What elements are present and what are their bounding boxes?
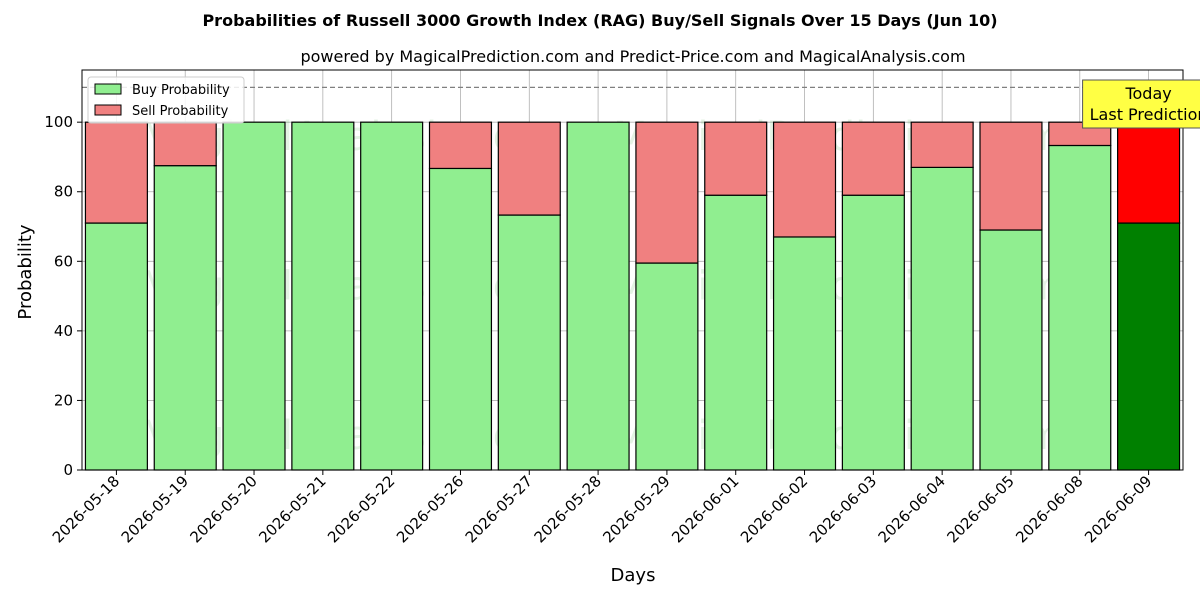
bar-buy <box>1048 144 1112 471</box>
chart-title: Probabilities of Russell 3000 Growth Ind… <box>202 11 997 30</box>
bar-sell <box>979 121 1043 231</box>
bar-buy <box>910 166 974 471</box>
chart-subtitle: powered by MagicalPrediction.com and Pre… <box>300 47 965 66</box>
x-ticks: 2026-05-182026-05-192026-05-202026-05-21… <box>49 470 1155 546</box>
y-tick-label: 0 <box>63 461 73 479</box>
x-tick-label: 2026-06-04 <box>875 472 949 546</box>
bar-buy <box>979 229 1043 471</box>
y-ticks: 0 20 40 60 80 100 <box>44 113 82 479</box>
legend-swatch <box>94 83 122 95</box>
today-annotation: Today Last Prediction <box>1082 79 1200 129</box>
bar-sell <box>497 121 561 216</box>
y-tick-label: 60 <box>54 252 73 270</box>
annotation-text: Last Prediction <box>1090 105 1200 124</box>
x-axis-label: Days <box>611 565 656 586</box>
y-tick-label: 100 <box>44 113 73 131</box>
bar-sell <box>704 121 768 196</box>
x-tick-label: 2026-05-28 <box>531 472 605 546</box>
x-tick-label: 2026-05-20 <box>186 472 260 546</box>
legend-swatch <box>94 104 122 116</box>
bar-buy <box>1117 222 1181 471</box>
x-tick-label: 2026-05-27 <box>462 472 536 546</box>
bar-buy <box>772 236 837 471</box>
x-tick-label: 2026-06-08 <box>1012 472 1086 546</box>
bar-buy <box>841 194 905 471</box>
x-tick-label: 2026-05-26 <box>393 472 467 546</box>
axes <box>81 69 1184 471</box>
x-tick-label: 2026-05-21 <box>255 472 329 546</box>
bar-buy <box>153 165 217 471</box>
bar-sell <box>153 121 217 167</box>
bar-sell <box>910 121 974 168</box>
annotation-text: Today <box>1124 84 1171 103</box>
x-tick-label: 2026-05-19 <box>118 472 192 546</box>
y-tick-label: 20 <box>54 391 73 409</box>
x-tick-label: 2026-06-01 <box>668 472 742 546</box>
bar-buy <box>84 222 148 471</box>
bar-sell <box>635 121 699 264</box>
x-tick-label: 2026-06-02 <box>737 472 811 546</box>
x-tick-label: 2026-05-18 <box>49 472 123 546</box>
y-tick-label: 40 <box>54 322 73 340</box>
x-tick-label: 2026-06-05 <box>943 472 1017 546</box>
bar-buy <box>566 121 630 471</box>
x-tick-label: 2026-06-09 <box>1081 472 1155 546</box>
legend: Buy Probability Sell Probability <box>87 76 245 124</box>
legend-label: Sell Probability <box>132 104 229 119</box>
bar-buy <box>428 167 493 471</box>
legend-label: Buy Probability <box>132 83 230 98</box>
bar-buy <box>291 121 355 471</box>
bar-buy <box>222 121 286 471</box>
bar-buy <box>360 121 424 471</box>
bar-sell <box>84 121 148 224</box>
bar-sell <box>428 121 493 170</box>
bar-buy <box>704 194 768 471</box>
bar-buy <box>497 214 561 471</box>
y-axis-label: Probability <box>15 224 36 319</box>
bars <box>84 121 1181 471</box>
annotation-box <box>1082 79 1200 129</box>
bar-sell <box>841 121 905 196</box>
legend-box <box>87 76 245 124</box>
x-tick-label: 2026-05-22 <box>324 472 398 546</box>
bar-sell <box>772 121 837 238</box>
bar-sell <box>1117 121 1181 224</box>
x-tick-label: 2026-05-29 <box>599 472 673 546</box>
axes-frame <box>81 69 1184 471</box>
x-tick-label: 2026-06-03 <box>806 472 880 546</box>
bar-buy <box>635 262 699 471</box>
y-tick-label: 80 <box>54 183 73 201</box>
